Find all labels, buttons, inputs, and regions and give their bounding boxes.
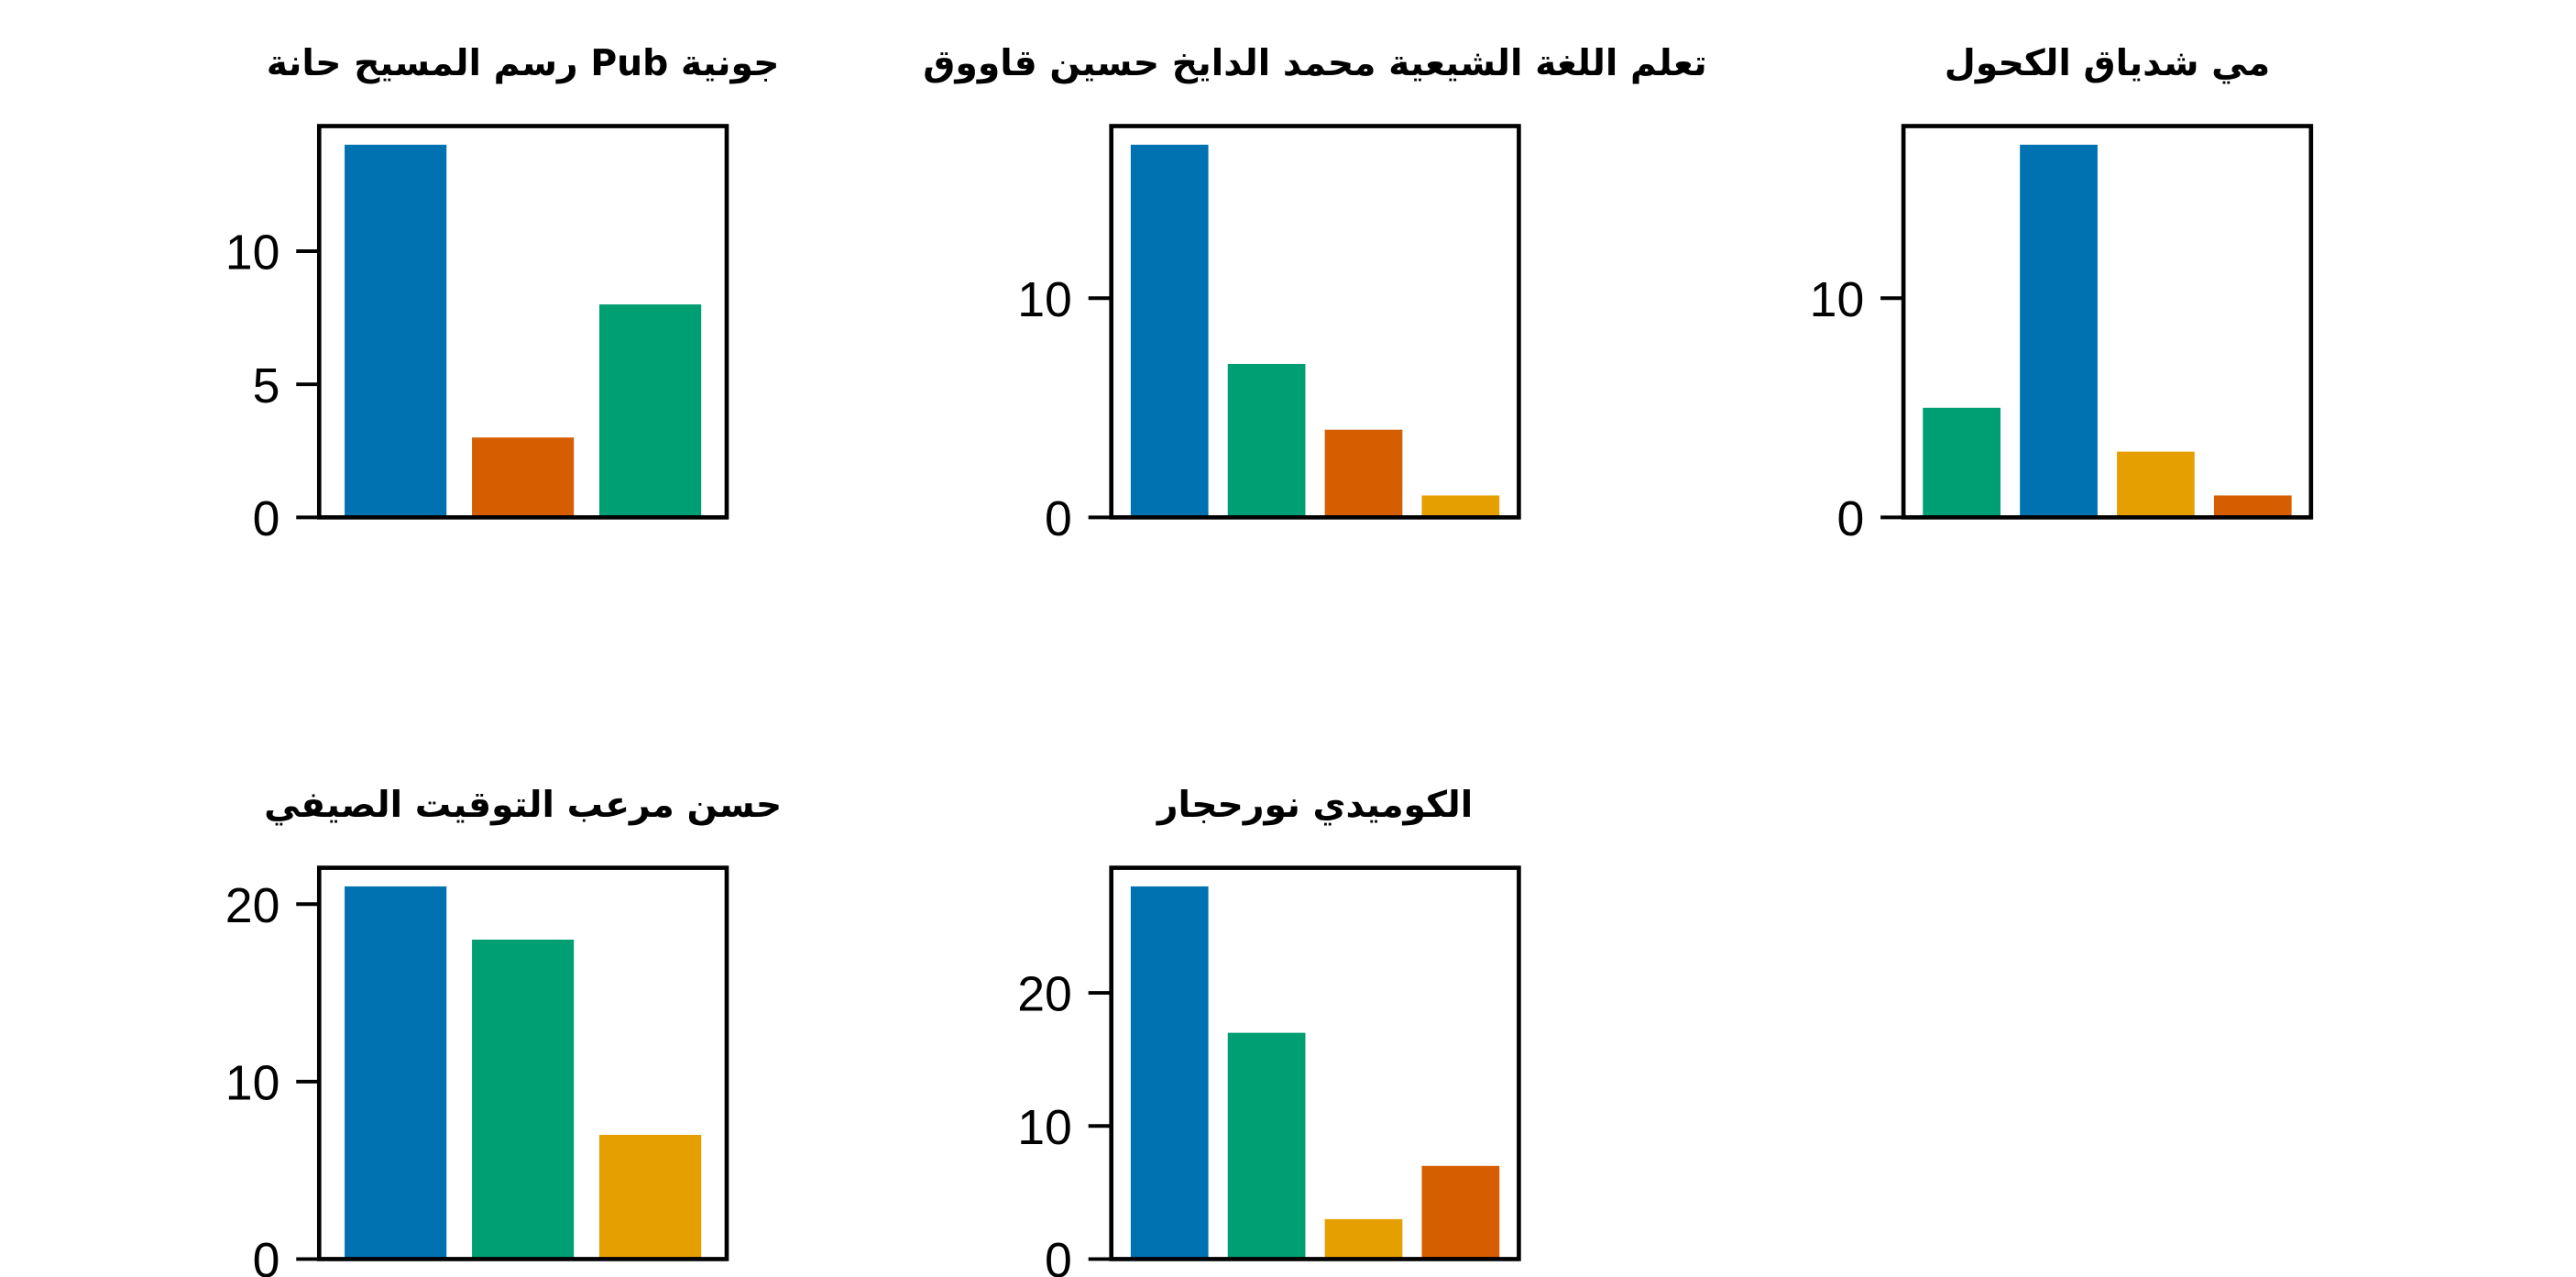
bar-4-2	[472, 939, 575, 1260]
y-tick-label: 0	[1836, 491, 1864, 546]
bar-4-3	[599, 1134, 702, 1260]
panel-title: حسن مرعب التوقيت الصيفي	[264, 785, 782, 826]
y-tick-label: 0	[1045, 1233, 1072, 1277]
y-tick-label: 10	[225, 226, 280, 281]
y-tick-label: 0	[253, 491, 280, 546]
y-tick-label: 10	[225, 1055, 280, 1110]
y-tick-label: 0	[1045, 491, 1072, 546]
bar-1-2	[472, 437, 575, 518]
panel-title: مي شدياق الكحول	[1945, 43, 2270, 84]
axes-frame	[316, 124, 729, 520]
chart-panels: 0 5 10 جونية Pub رسم المسيح حانة 0 10 تعلم الل…	[225, 43, 2314, 1277]
chart-panel-4: 0 10 20 حسن مرعب التوقيت الصيفي	[225, 785, 782, 1277]
bar-5-3	[1324, 1218, 1403, 1260]
chart-panel-2: 0 10 تعلم اللغة الشيعية محمد الدايخ حسين ق…	[923, 43, 1706, 546]
bar-5-2	[1227, 1032, 1306, 1260]
y-tick-label: 20	[1017, 967, 1072, 1022]
panel-title: تعلم اللغة الشيعية محمد الدايخ حسين قاوو…	[923, 43, 1706, 84]
axes-frame	[1109, 124, 1521, 520]
chart-panel-3: 0 10 مي شدياق الكحول	[1810, 43, 2314, 546]
panel-title: الكوميدي نورحجار	[1156, 785, 1473, 826]
y-tick-label: 0	[253, 1233, 280, 1277]
bar-2-2	[1227, 363, 1306, 518]
bar-3-1	[1923, 407, 2001, 518]
axes-frame	[316, 865, 729, 1261]
bar-1-1	[345, 144, 447, 518]
bar-5-1	[1130, 886, 1209, 1260]
y-tick-label: 20	[225, 878, 280, 933]
chart-panel-5: 0 10 20 الكوميدي نورحجار	[1017, 785, 1521, 1277]
bar-2-1	[1130, 144, 1209, 518]
bar-3-4	[2213, 495, 2292, 518]
y-tick-label: 10	[1017, 1100, 1072, 1155]
y-tick-label: 5	[253, 358, 280, 413]
y-tick-label: 10	[1810, 272, 1865, 327]
bar-3-2	[2020, 144, 2098, 518]
axes-frame	[1109, 865, 1521, 1261]
bar-5-4	[1421, 1165, 1500, 1260]
chart-panel-1: 0 5 10 جونية Pub رسم المسيح حانة	[225, 43, 780, 546]
bar-1-3	[599, 304, 702, 518]
bar-3-3	[2117, 451, 2195, 518]
bar-2-3	[1324, 429, 1403, 518]
bar-2-4	[1421, 495, 1500, 518]
bar-4-1	[345, 886, 447, 1260]
panel-title: جونية Pub رسم المسيح حانة	[267, 43, 780, 84]
axes-frame	[1901, 124, 2314, 520]
y-tick-label: 10	[1017, 272, 1072, 327]
